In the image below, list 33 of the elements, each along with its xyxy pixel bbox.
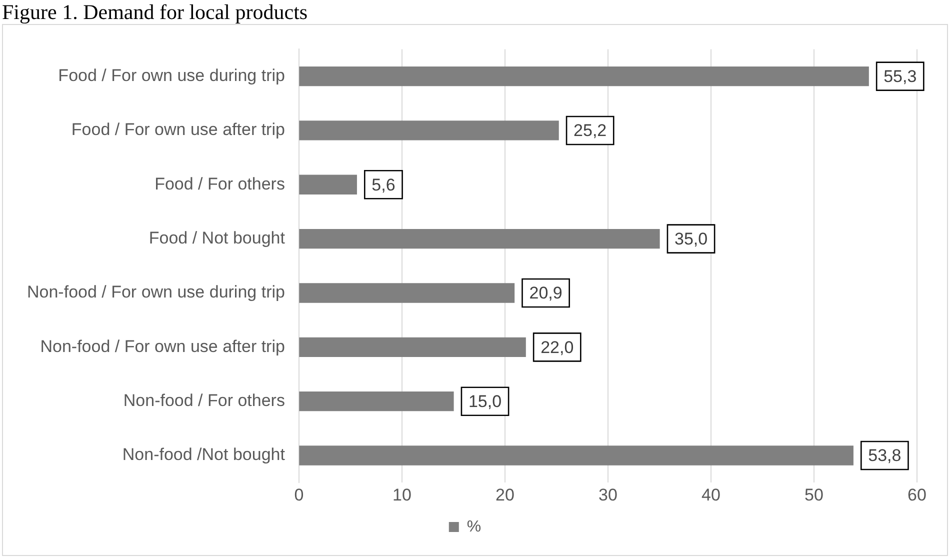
bar bbox=[299, 66, 869, 86]
bar bbox=[299, 283, 515, 303]
bar bbox=[299, 120, 559, 140]
x-tick-label: 40 bbox=[702, 485, 720, 504]
x-tick-label: 10 bbox=[392, 485, 412, 504]
data-label: 22,0 bbox=[540, 338, 574, 357]
x-tick-label: 50 bbox=[804, 485, 824, 504]
data-label: 25,2 bbox=[574, 121, 607, 140]
x-tick-label: 0 bbox=[294, 485, 304, 504]
x-tick-label: 30 bbox=[598, 485, 618, 504]
bar bbox=[299, 337, 526, 357]
y-tick-label: Non-food / For own use during trip bbox=[26, 282, 285, 302]
bar bbox=[299, 446, 854, 466]
y-tick-label: Food / Not bought bbox=[148, 228, 286, 248]
chart-title: Figure 1. Demand for local products bbox=[2, 0, 308, 24]
y-tick-label: Non-food / For own use after trip bbox=[40, 336, 285, 356]
x-tick-label: 20 bbox=[496, 485, 514, 504]
y-tick-label: Food / For own use during trip bbox=[58, 66, 285, 85]
x-tick-label: 60 bbox=[908, 485, 926, 504]
y-tick-label: Non-food /Not bought bbox=[122, 445, 286, 464]
data-label: 53,8 bbox=[868, 446, 902, 466]
legend-label: % bbox=[466, 518, 482, 536]
data-label: 5,6 bbox=[372, 175, 396, 194]
y-tick-label: Food / For own use after trip bbox=[71, 120, 285, 140]
data-label: 15,0 bbox=[468, 392, 502, 412]
bar bbox=[299, 392, 454, 412]
data-label: 20,9 bbox=[529, 284, 562, 303]
bar bbox=[299, 174, 357, 194]
data-label: 55,3 bbox=[884, 66, 917, 86]
y-tick-label: Food / For others bbox=[154, 174, 285, 194]
data-label: 35,0 bbox=[674, 230, 708, 248]
y-tick-label: Non-food / For others bbox=[123, 391, 285, 410]
bar bbox=[299, 228, 660, 249]
